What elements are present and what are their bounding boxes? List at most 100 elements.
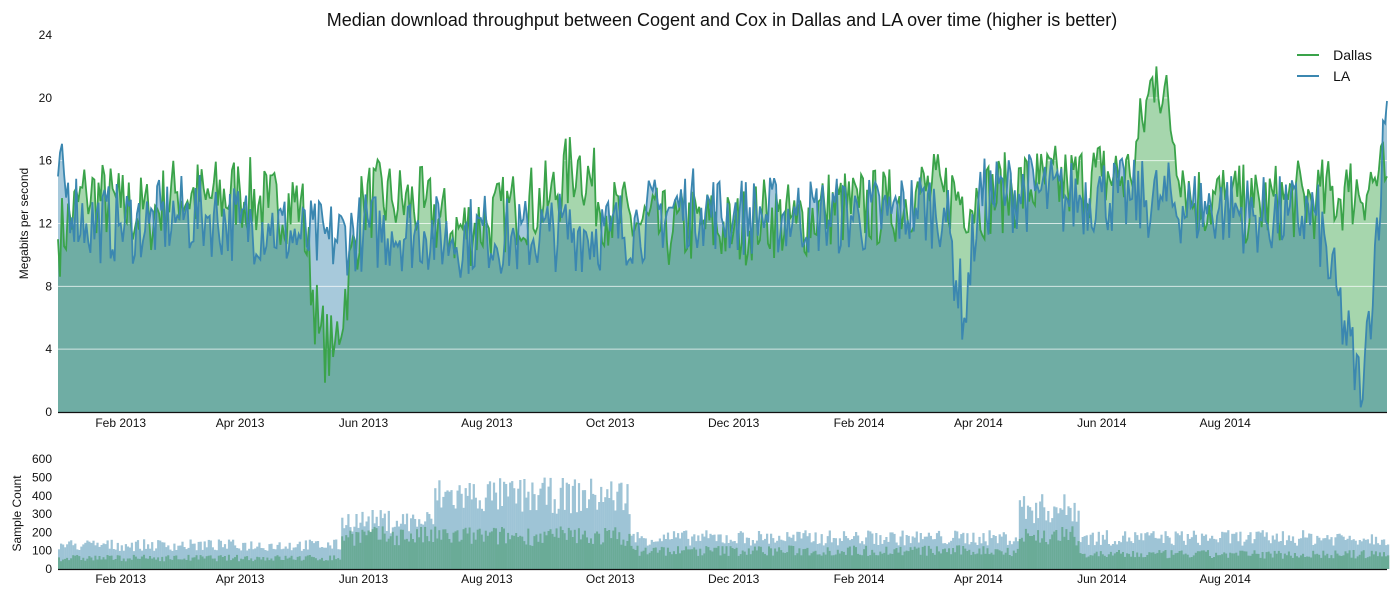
legend-entry-la: LA bbox=[1297, 65, 1372, 86]
bar-la bbox=[270, 543, 273, 569]
bar-dallas bbox=[1184, 553, 1187, 569]
y-tick-label-bottom-600: 600 bbox=[32, 452, 52, 466]
bar-dallas bbox=[743, 551, 746, 569]
bar-dallas bbox=[424, 526, 427, 569]
bar-dallas bbox=[565, 539, 568, 569]
bar-dallas bbox=[986, 548, 989, 569]
bar-dallas bbox=[901, 555, 904, 569]
bar-dallas bbox=[1300, 555, 1303, 569]
bar-dallas bbox=[403, 539, 407, 569]
bar-dallas bbox=[877, 555, 880, 569]
bar-dallas bbox=[357, 532, 360, 569]
bar-la bbox=[211, 547, 214, 569]
bar-la bbox=[189, 539, 192, 569]
bar-dallas bbox=[1231, 553, 1234, 569]
bar-dallas bbox=[553, 536, 556, 569]
bar-la bbox=[1223, 532, 1226, 569]
bar-dallas bbox=[675, 554, 678, 569]
bar-dallas bbox=[270, 558, 273, 569]
bar-dallas bbox=[1358, 554, 1361, 569]
bar-dallas bbox=[1095, 551, 1098, 569]
bar-la bbox=[163, 542, 166, 569]
bar-dallas bbox=[1200, 550, 1204, 569]
x-tick-label-bottom: Dec 2013 bbox=[708, 572, 760, 586]
bar-la bbox=[638, 538, 641, 569]
bar-la bbox=[159, 540, 162, 569]
bar-dallas bbox=[600, 544, 603, 569]
bar-dallas bbox=[410, 533, 413, 569]
bar-dallas bbox=[533, 536, 536, 569]
bar-dallas bbox=[509, 539, 512, 569]
bar-dallas bbox=[102, 557, 105, 569]
bar-dallas bbox=[1164, 550, 1167, 569]
bar-dallas bbox=[1067, 540, 1070, 569]
bar-dallas bbox=[1265, 552, 1268, 569]
bar-dallas bbox=[1107, 554, 1111, 569]
bar-la bbox=[143, 539, 146, 569]
bar-dallas bbox=[288, 557, 291, 569]
bar-dallas bbox=[371, 529, 374, 569]
bar-dallas bbox=[1138, 556, 1141, 569]
bar-la bbox=[1316, 535, 1319, 569]
bar-dallas bbox=[274, 556, 277, 569]
bar-dallas bbox=[387, 538, 390, 569]
bar-dallas bbox=[1004, 552, 1007, 569]
bar-dallas bbox=[149, 556, 152, 569]
bar-la bbox=[786, 532, 789, 569]
bar-dallas bbox=[725, 546, 728, 569]
bar-dallas bbox=[264, 560, 267, 569]
bar-dallas bbox=[90, 557, 93, 569]
bar-dallas bbox=[450, 542, 453, 569]
bar-dallas bbox=[284, 555, 287, 569]
bar-dallas bbox=[1281, 558, 1285, 569]
bar-dallas bbox=[626, 541, 629, 569]
bar-dallas bbox=[709, 550, 712, 569]
x-tick-label-bottom: Oct 2013 bbox=[586, 572, 635, 586]
bar-dallas bbox=[1225, 553, 1228, 569]
bar-la bbox=[499, 478, 502, 569]
bar-la bbox=[497, 509, 500, 569]
bar-la bbox=[622, 510, 625, 569]
legend: Dallas LA bbox=[1297, 44, 1372, 86]
bar-dallas bbox=[118, 555, 121, 569]
bar-dallas bbox=[792, 546, 795, 569]
bar-dallas bbox=[1271, 557, 1274, 569]
overlap-area-fill bbox=[58, 141, 1387, 412]
bar-dallas bbox=[1071, 526, 1074, 569]
bar-dallas bbox=[407, 541, 411, 569]
bar-dallas bbox=[203, 558, 206, 569]
bar-dallas bbox=[766, 555, 769, 569]
bar-dallas bbox=[1057, 540, 1060, 569]
bar-dallas bbox=[74, 555, 77, 569]
bar-la bbox=[1257, 531, 1260, 569]
bar-la bbox=[1041, 494, 1044, 569]
legend-swatch-dallas bbox=[1297, 53, 1320, 56]
bar-la bbox=[177, 545, 180, 569]
bar-la bbox=[1239, 531, 1242, 569]
bar-dallas bbox=[468, 527, 471, 569]
bar-la bbox=[1140, 533, 1143, 569]
bar-dallas bbox=[519, 535, 522, 569]
bar-dallas bbox=[1053, 531, 1056, 569]
bar-dallas bbox=[794, 555, 797, 569]
bar-dallas bbox=[460, 539, 463, 569]
bar-la bbox=[1285, 540, 1289, 569]
bar-la bbox=[124, 544, 128, 569]
bar-la bbox=[282, 548, 285, 569]
bar-dallas bbox=[1018, 539, 1022, 569]
bar-dallas bbox=[679, 553, 682, 569]
bar-dallas bbox=[434, 526, 437, 569]
bar-dallas bbox=[1213, 557, 1216, 569]
bar-dallas bbox=[383, 533, 386, 569]
bar-dallas bbox=[571, 537, 575, 569]
bar-la bbox=[1271, 535, 1274, 569]
bar-la bbox=[820, 534, 823, 569]
bar-la bbox=[549, 477, 552, 569]
bar-dallas bbox=[1247, 555, 1250, 569]
bar-dallas bbox=[1356, 556, 1359, 569]
bar-dallas bbox=[1253, 550, 1256, 569]
bar-la bbox=[1105, 530, 1109, 569]
bar-dallas bbox=[1334, 550, 1337, 569]
bar-dallas bbox=[1176, 552, 1179, 569]
bar-dallas bbox=[422, 542, 425, 569]
